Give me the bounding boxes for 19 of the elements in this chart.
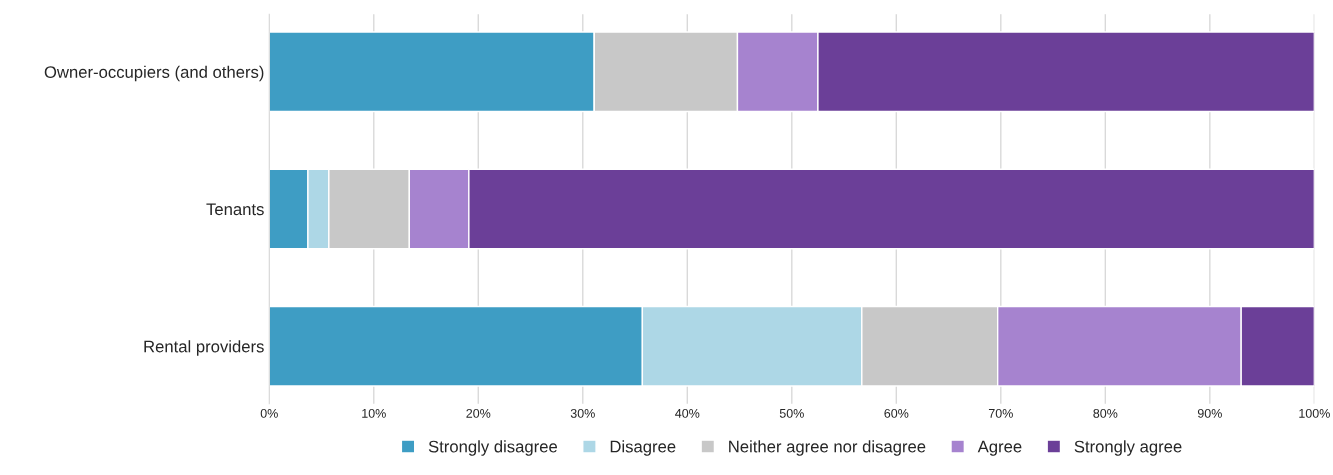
x-tick-label: 50% (779, 408, 804, 418)
x-tick-label: 20% (466, 408, 491, 418)
x-tick-label: 90% (1197, 408, 1222, 418)
x-tick-label: 40% (675, 408, 700, 418)
x-tick-label: 30% (570, 408, 595, 418)
legend-label: Strongly agree (1074, 440, 1182, 456)
legend-label: Strongly disagree (428, 440, 558, 456)
y-tick-label: Tenants (206, 203, 264, 216)
x-tick-label: 100% (1299, 408, 1330, 418)
x-tick-label: 0% (260, 408, 278, 418)
x-tick-label: 10% (362, 408, 386, 418)
y-tick-label: Rental providers (144, 340, 264, 356)
y-tick-label: Owner-occupiers (and others) (44, 65, 264, 82)
legend-label: Agree (977, 440, 1022, 456)
x-tick-label: 70% (988, 408, 1013, 418)
legend-label: Disagree (610, 440, 676, 456)
x-tick-label: 60% (884, 408, 909, 418)
legend-label: Neither agree nor disagree (729, 440, 926, 456)
x-tick-label: 80% (1093, 408, 1118, 418)
